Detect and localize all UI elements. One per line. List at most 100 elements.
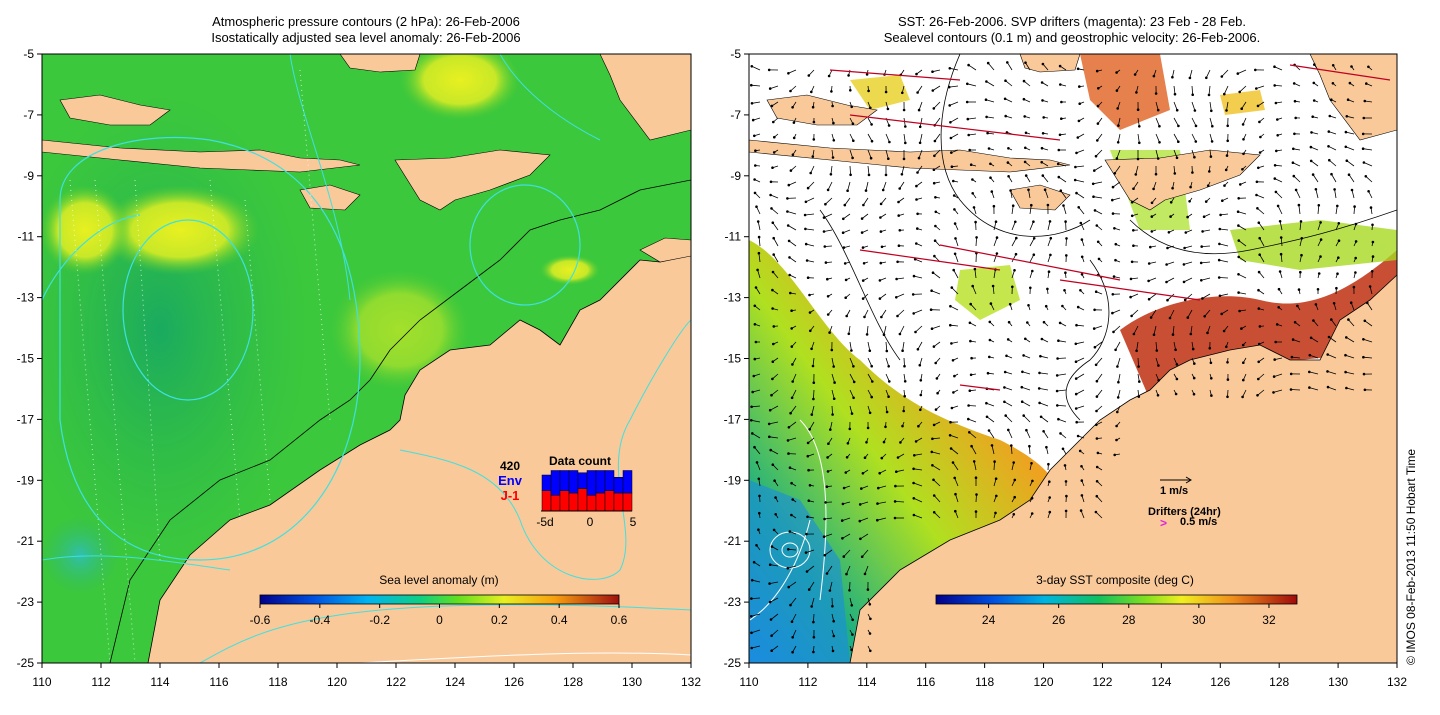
velocity-arrow-head	[1049, 497, 1051, 499]
velocity-arrow-head	[772, 289, 774, 291]
velocity-arrow-head	[1315, 188, 1317, 190]
velocity-arrow-head	[1218, 277, 1220, 279]
velocity-arrow-head	[1276, 119, 1278, 121]
data-count-bar-env	[551, 471, 560, 496]
velocity-arrow-head	[810, 91, 812, 93]
velocity-arrow-head	[1114, 454, 1116, 456]
data-count-bar-j1	[623, 493, 632, 511]
velocity-arrow-head	[770, 449, 772, 451]
data-count-total: 420	[500, 459, 520, 473]
velocity-arrow-head	[1243, 153, 1245, 155]
velocity-arrow-head	[1113, 276, 1115, 278]
velocity-arrow-head	[1297, 305, 1299, 307]
velocity-arrow-head	[1201, 246, 1203, 248]
velocity-arrow-head	[995, 495, 997, 497]
velocity-arrow-head	[1242, 344, 1244, 346]
velocity-arrow-head	[774, 480, 776, 482]
velocity-arrow-head	[1363, 117, 1365, 119]
velocity-arrow-head	[1117, 141, 1119, 143]
velocity-arrow-head	[1200, 279, 1202, 281]
velocity-arrow-head	[970, 164, 972, 166]
velocity-arrow-head	[991, 191, 993, 193]
velocity-arrow-head	[1290, 373, 1292, 375]
velocity-arrow-head	[951, 287, 953, 289]
velocity-arrow-head	[916, 73, 918, 75]
velocity-arrow-head	[1060, 433, 1062, 435]
velocity-arrow-head	[1080, 510, 1082, 512]
velocity-arrow-head	[1350, 302, 1352, 304]
velocity-arrow-head	[1159, 125, 1161, 127]
velocity-arrow-head	[1113, 331, 1115, 333]
velocity-arrow-head	[1157, 158, 1159, 160]
velocity-legend: 1 m/s	[1160, 477, 1191, 497]
velocity-arrow-head	[871, 124, 873, 126]
velocity-arrow-head	[1224, 185, 1226, 187]
velocity-arrow-head	[805, 228, 807, 230]
velocity-arrow-head	[1239, 310, 1241, 312]
velocity-arrow-head	[952, 359, 954, 361]
velocity-arrow-head	[811, 348, 813, 350]
velocity-arrow-head	[809, 312, 811, 314]
velocity-arrow-head	[1081, 273, 1083, 275]
velocity-arrow-head	[903, 109, 905, 111]
velocity-arrow-head	[895, 296, 897, 298]
velocity-arrow-head	[1336, 205, 1338, 207]
velocity-arrow-head	[1243, 138, 1245, 140]
velocity-arrow-head	[775, 513, 777, 515]
velocity-arrow-head	[903, 158, 905, 160]
x-tick-label: 126	[504, 675, 524, 689]
velocity-arrow-head	[1293, 175, 1295, 177]
velocity-arrow-head	[832, 414, 834, 416]
velocity-arrow-head	[915, 441, 917, 443]
velocity-arrow-head	[883, 334, 885, 336]
velocity-arrow-head	[1010, 445, 1012, 447]
velocity-arrow-head	[992, 285, 994, 287]
velocity-arrow-head	[987, 62, 989, 64]
velocity-arrow-head	[1369, 286, 1371, 288]
velocity-arrow-head	[755, 341, 757, 343]
velocity-arrow-head	[812, 156, 814, 158]
velocity-arrow-head	[1362, 148, 1364, 150]
velocity-arrow-head	[1183, 281, 1185, 283]
velocity-arrow-head	[849, 428, 851, 430]
velocity-arrow-head	[1004, 98, 1006, 100]
velocity-arrow-head	[1172, 76, 1174, 78]
velocity-arrow-head	[881, 457, 883, 459]
velocity-arrow-head	[1318, 204, 1320, 206]
velocity-arrow-head	[1363, 373, 1365, 375]
x-tick-label: 126	[1210, 675, 1230, 689]
velocity-arrow-head	[866, 74, 868, 76]
velocity-arrow-head	[1371, 270, 1373, 272]
velocity-arrow-head	[805, 552, 807, 554]
velocity-arrow-head	[788, 426, 790, 428]
velocity-arrow-head	[751, 579, 753, 581]
velocity-arrow-head	[1363, 356, 1365, 358]
velocity-arrow-head	[932, 90, 934, 92]
velocity-arrow-head	[1024, 147, 1026, 149]
velocity-arrow-head	[849, 589, 851, 591]
velocity-arrow-head	[968, 64, 970, 66]
velocity-arrow-head	[750, 615, 752, 617]
velocity-arrow-head	[1117, 397, 1119, 399]
velocity-arrow-head	[919, 126, 921, 128]
velocity-arrow-head	[1093, 196, 1095, 198]
velocity-arrow-head	[1177, 141, 1179, 143]
velocity-arrow-head	[791, 310, 793, 312]
velocity-arrow-head	[1176, 364, 1178, 366]
velocity-arrow-head	[1258, 308, 1260, 310]
velocity-arrow-head	[951, 166, 953, 168]
velocity-arrow-head	[1157, 394, 1159, 396]
velocity-arrow-head	[1301, 254, 1303, 256]
velocity-arrow-head	[805, 201, 807, 203]
velocity-arrow-head	[1275, 341, 1277, 343]
velocity-arrow-head	[933, 495, 935, 497]
velocity-arrow-head	[995, 478, 997, 480]
velocity-arrow-head	[1097, 87, 1099, 89]
velocity-arrow-head	[813, 121, 815, 123]
velocity-arrow-head	[1351, 189, 1353, 191]
velocity-arrow-head	[1328, 336, 1330, 338]
y-tick-label: -17	[724, 412, 742, 426]
velocity-arrow-head	[1046, 446, 1048, 448]
velocity-arrow-head	[896, 278, 898, 280]
velocity-arrow-head	[1239, 184, 1241, 186]
